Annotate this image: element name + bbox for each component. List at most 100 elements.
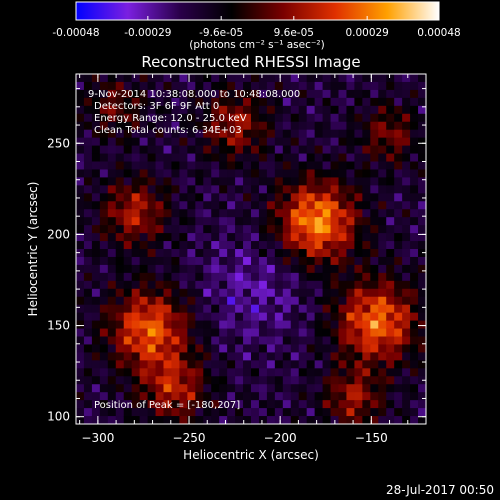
heatmap-cell	[338, 392, 347, 401]
heatmap-cell	[211, 256, 220, 266]
heatmap-cell	[203, 296, 212, 306]
heatmap-cell	[378, 400, 387, 409]
heatmap-cell	[258, 408, 268, 417]
heatmap-cell	[131, 249, 141, 258]
heatmap-cell	[346, 137, 355, 146]
heatmap-cell	[219, 209, 228, 218]
x-axis: −300 −250 −200 −150	[79, 74, 427, 445]
heatmap-cell	[330, 161, 339, 170]
heatmap-cell	[227, 312, 236, 321]
heatmap-cell	[306, 177, 316, 186]
heatmap-cell	[362, 217, 371, 226]
heatmap-cell	[314, 264, 323, 274]
heatmap-cell	[91, 193, 101, 202]
heatmap-cell	[394, 121, 403, 131]
heatmap-cell	[418, 113, 426, 123]
heatmap-cell	[163, 256, 172, 266]
heatmap-cell	[147, 320, 156, 329]
heatmap-cell	[147, 392, 156, 401]
heatmap-cell	[314, 193, 323, 202]
heatmap-cell	[179, 121, 188, 131]
heatmap-cell	[338, 241, 347, 250]
heatmap-cell	[179, 209, 188, 218]
heatmap-cell	[179, 74, 188, 83]
heatmap-cell	[251, 320, 260, 329]
heatmap-cell	[362, 89, 371, 99]
heatmap-cell	[282, 416, 292, 424]
heatmap-cell	[99, 185, 109, 194]
heatmap-cell	[211, 272, 220, 282]
heatmap-cell	[99, 280, 109, 290]
heatmap-cell	[131, 201, 141, 210]
heatmap-cell	[362, 81, 371, 91]
heatmap-cell	[235, 185, 244, 194]
heatmap-cell	[394, 280, 403, 290]
colorbar-tick-label: -9.6e-05	[199, 27, 243, 39]
heatmap-cell	[99, 113, 109, 123]
heatmap-cell	[115, 264, 125, 274]
heatmap-cell	[115, 129, 125, 139]
heatmap-cell	[211, 137, 220, 146]
heatmap-cell	[362, 400, 371, 409]
heatmap-cell	[258, 121, 268, 131]
heatmap-cell	[386, 105, 395, 115]
heatmap-cell	[243, 121, 252, 131]
heatmap-cell	[227, 137, 236, 146]
heatmap-cell	[330, 328, 339, 337]
heatmap-cell	[123, 304, 133, 314]
heatmap-cell	[418, 209, 426, 218]
heatmap-cell	[266, 376, 276, 385]
heatmap-cell	[99, 145, 109, 154]
heatmap-cell	[330, 376, 339, 385]
heatmap-cell	[354, 121, 363, 131]
heatmap-cell	[195, 384, 204, 393]
heatmap-cell	[290, 288, 300, 298]
heatmap-cell	[378, 344, 387, 353]
heatmap-cell	[179, 344, 188, 353]
heatmap-cell	[91, 384, 101, 393]
heatmap-cell	[418, 249, 426, 258]
heatmap-cell	[298, 113, 308, 123]
heatmap-cell	[107, 328, 117, 337]
heatmap-cell	[370, 392, 379, 401]
heatmap-cell	[187, 105, 196, 115]
heatmap-cell	[211, 233, 220, 242]
heatmap-cell	[83, 368, 93, 377]
heatmap-cell	[410, 400, 419, 409]
heatmap-cell	[362, 408, 371, 417]
heatmap-cell	[330, 392, 339, 401]
heatmap-cell	[163, 296, 172, 306]
heatmap-cell	[370, 416, 379, 424]
heatmap-cell	[298, 161, 308, 170]
heatmap-cell	[394, 74, 403, 83]
heatmap-cell	[282, 408, 292, 417]
heatmap-cell	[346, 185, 355, 194]
heatmap-cell	[76, 113, 85, 123]
heatmap-cell	[322, 288, 331, 298]
heatmap-cell	[131, 121, 141, 131]
heatmap-cell	[235, 233, 244, 242]
heatmap-cell	[83, 336, 93, 345]
heatmap-cell	[386, 74, 395, 83]
heatmap-cell	[298, 368, 308, 377]
heatmap-cell	[99, 384, 109, 393]
heatmap-cell	[163, 288, 172, 298]
heatmap-cell	[298, 264, 308, 274]
heatmap-cell	[322, 376, 331, 385]
heatmap-cell	[266, 296, 276, 306]
heatmap-cell	[227, 225, 236, 234]
heatmap-cell	[155, 121, 164, 131]
heatmap-cell	[314, 328, 323, 337]
heatmap-cell	[107, 201, 117, 210]
heatmap-cell	[211, 217, 220, 226]
heatmap-cell	[346, 376, 355, 385]
heatmap-cell	[386, 384, 395, 393]
heatmap-cell	[338, 81, 347, 91]
heatmap-cell	[306, 169, 316, 178]
heatmap-cell	[235, 280, 244, 290]
heatmap-cell	[131, 288, 141, 298]
heatmap-cell	[330, 272, 339, 282]
heatmap-cell	[354, 201, 363, 210]
heatmap-cell	[76, 209, 85, 218]
heatmap-cell	[235, 392, 244, 401]
